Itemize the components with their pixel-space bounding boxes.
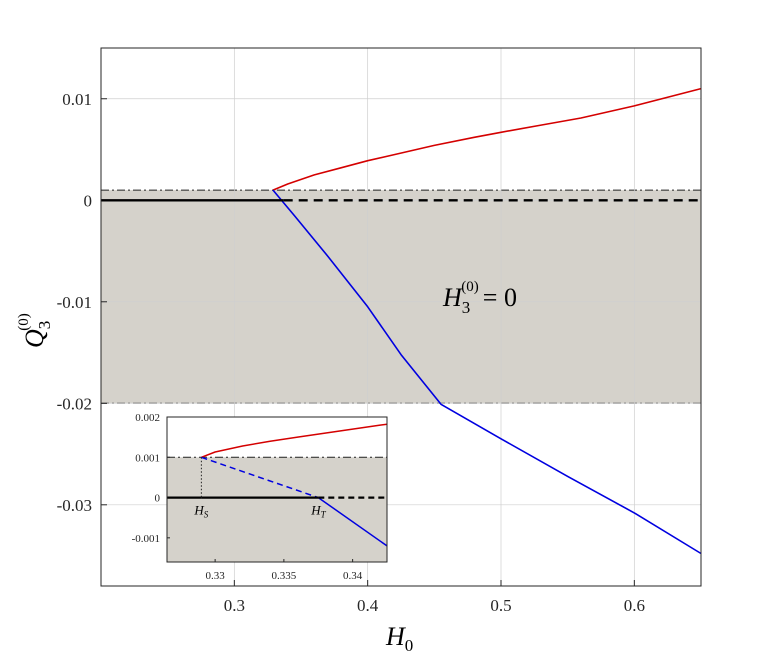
- x-axis-label-sub: 0: [405, 636, 414, 655]
- series-line-1: [201, 456, 319, 499]
- y-axis-label: Q3(0): [16, 313, 54, 348]
- y-tick-label: 0.01: [62, 90, 92, 109]
- x-axis-label: H0: [385, 622, 413, 655]
- series-line-0: [272, 87, 702, 191]
- ht-label: HT: [310, 503, 326, 520]
- series-line-0: [201, 423, 388, 458]
- y-tick-label: 0: [84, 191, 93, 210]
- inset-x-tick-labels: 0.33 0.335 0.34: [206, 570, 363, 582]
- annotation-sub: S: [204, 510, 209, 520]
- region-label-sub: 3: [462, 298, 471, 317]
- x-tick-label: 0.33: [206, 570, 226, 582]
- x-axis-label-main: H: [385, 622, 406, 651]
- band-fill: [167, 457, 387, 562]
- x-tick-label: 0.5: [490, 596, 511, 615]
- region-label: H3 (0) = 0: [442, 279, 517, 317]
- inset-series-group: [167, 423, 388, 547]
- inset-shaded-band: [167, 456, 387, 562]
- x-tick-label: 0.34: [343, 570, 363, 582]
- axes-frame: [100, 47, 702, 587]
- x-tick-labels: 0.3 0.4 0.5 0.6: [224, 596, 645, 615]
- y-tick-label: -0.03: [57, 496, 92, 515]
- x-tick-label: 0.6: [624, 596, 645, 615]
- y-axis-label-main: Q: [20, 329, 49, 348]
- x-tick-label: 0.3: [224, 596, 245, 615]
- inset-frame: [166, 416, 388, 563]
- y-axis-label-sub: 3: [35, 321, 54, 330]
- x-tick-label: 0.4: [357, 596, 379, 615]
- y-tick-label: 0.001: [135, 452, 160, 464]
- y-tick-label: -0.01: [57, 293, 92, 312]
- region-label-main: H: [442, 283, 463, 312]
- annotation-main: H: [310, 503, 321, 518]
- inset-annotations: HS HT: [193, 457, 327, 520]
- series-line-2: [317, 496, 388, 547]
- y-axis-label-sup: (0): [16, 313, 32, 331]
- x-tick-label: 0.335: [272, 570, 297, 582]
- y-tick-label: 0: [155, 493, 161, 505]
- main-axes: 0.3 0.4 0.5 0.6 0.01 0 -0.01 -0.02 -0.03: [57, 47, 702, 615]
- region-label-rhs: = 0: [483, 283, 517, 312]
- band-fill: [101, 190, 701, 404]
- region-label-sup: (0): [461, 279, 479, 295]
- y-tick-label: -0.001: [132, 533, 160, 545]
- y-tick-label: 0.002: [135, 412, 160, 424]
- y-tick-label: -0.02: [57, 394, 92, 413]
- svg-text:Q3(0): Q3(0): [16, 313, 54, 348]
- annotation-main: H: [193, 503, 204, 518]
- hs-label: HS: [193, 503, 208, 520]
- series-line-1: [272, 189, 702, 555]
- y-tick-labels: 0.01 0 -0.01 -0.02 -0.03: [57, 90, 92, 515]
- inset-y-tick-labels: 0.002 0.001 0 -0.001: [132, 412, 161, 545]
- annotation-sub: T: [321, 510, 327, 520]
- shaded-band: [101, 189, 701, 404]
- series-group: [101, 87, 702, 555]
